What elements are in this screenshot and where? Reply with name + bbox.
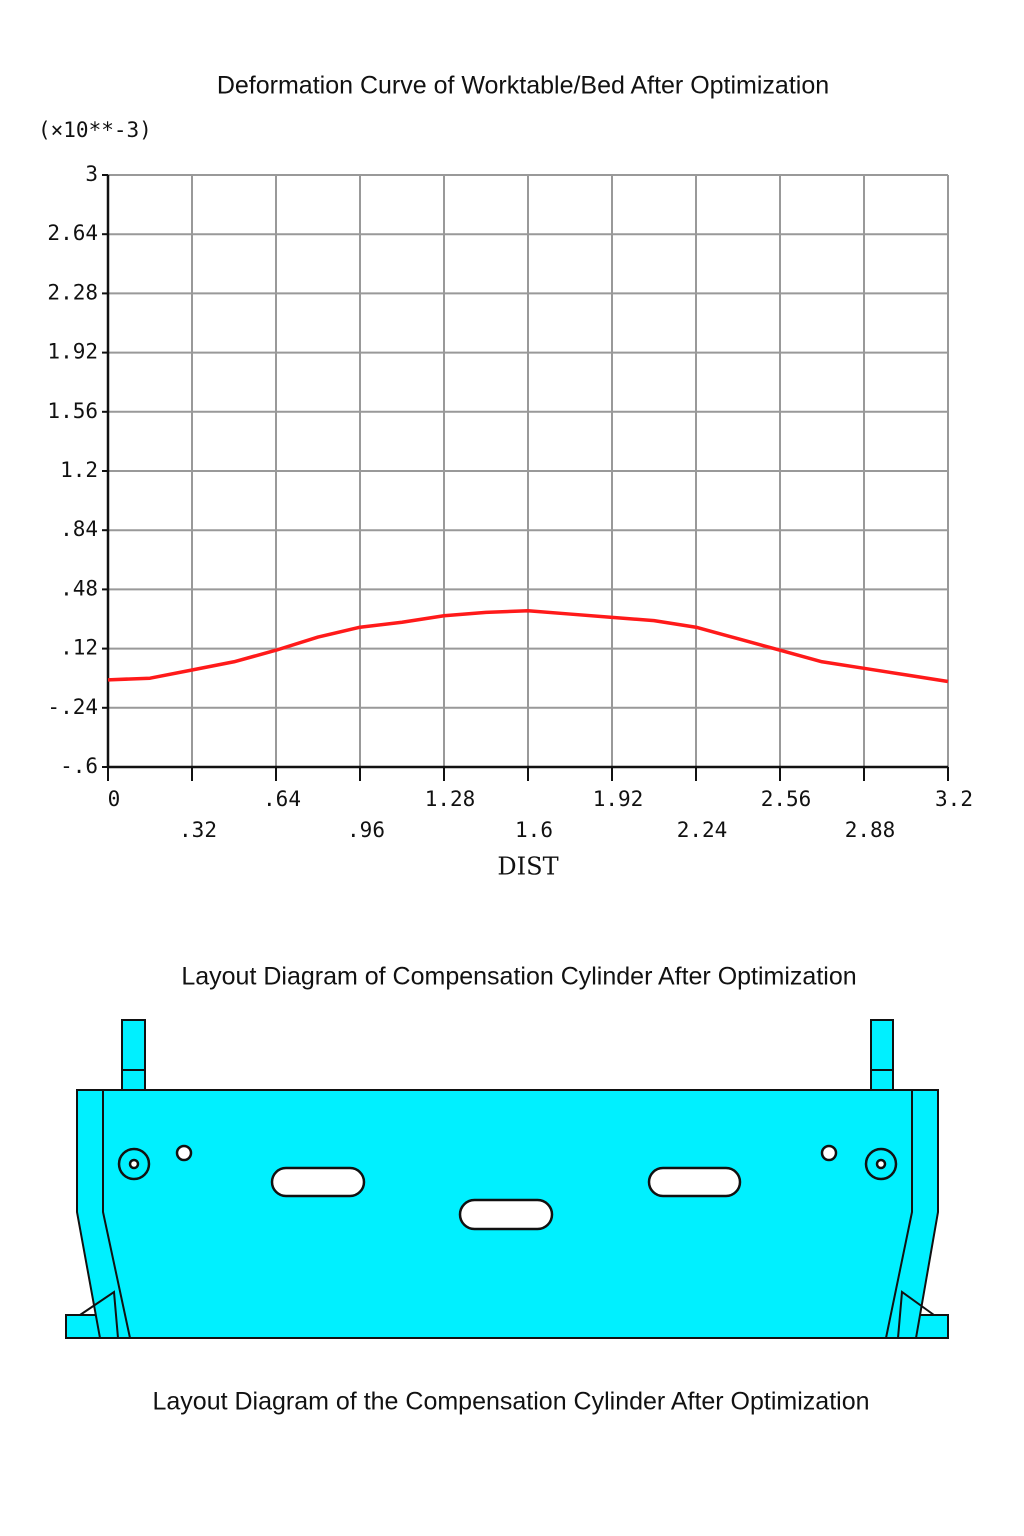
cylinder-layout	[65, 1019, 949, 1339]
x-tick-label: 2.88	[845, 818, 896, 842]
x-tick-label: 0	[108, 787, 121, 811]
x-tick-label: 1.28	[425, 787, 476, 811]
y-tick-label: 2.64	[47, 221, 98, 245]
diagram-caption: Layout Diagram of the Compensation Cylin…	[152, 1388, 869, 1416]
y-tick-label: -.6	[60, 754, 98, 778]
data-line	[107, 609, 949, 684]
y-unit: (×10**-3)	[38, 118, 152, 142]
diagram-title: Layout Diagram of Compensation Cylinder …	[181, 963, 856, 991]
x-axis-label: DIST	[497, 853, 558, 881]
y-tick-label: 1.2	[60, 458, 98, 482]
y-tick-label: .12	[60, 636, 98, 660]
y-tick-label: .48	[60, 576, 98, 600]
post	[121, 1019, 146, 1091]
y-tick-label: 1.56	[47, 399, 98, 423]
plot: 3 2.64 2.28 1.92 1.56 1.2 .84 .48 .12 -.24 -.6 0 .32…	[47, 162, 973, 842]
chart-title: Deformation Curve of Worktable/Bed After…	[217, 72, 829, 100]
x-tick-label: 3.2	[935, 787, 973, 811]
x-tick-label: 1.92	[593, 787, 644, 811]
y-tick-label: 1.92	[47, 340, 98, 364]
x-tick-label: .64	[263, 787, 301, 811]
x-tick-label: 2.56	[761, 787, 812, 811]
x-tick-label: 2.24	[677, 818, 728, 842]
x-tick-label: .32	[179, 818, 217, 842]
x-tick-label: .96	[347, 818, 385, 842]
y-tick-label: 3	[85, 162, 98, 186]
post	[870, 1019, 894, 1091]
y-tick-label: .84	[60, 517, 98, 541]
x-tick-label: 1.6	[515, 818, 553, 842]
y-tick-label: 2.28	[47, 280, 98, 304]
y-tick-label: -.24	[47, 695, 98, 719]
